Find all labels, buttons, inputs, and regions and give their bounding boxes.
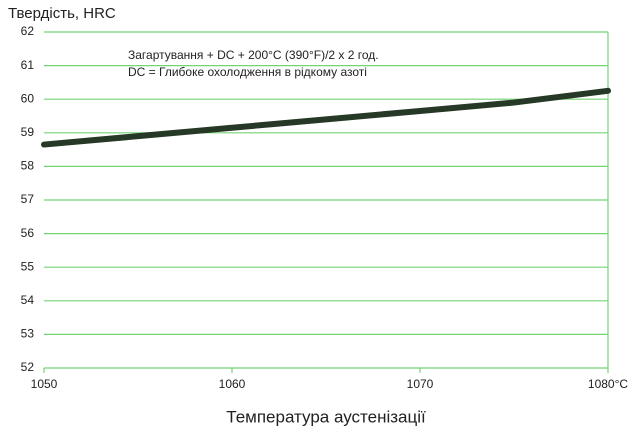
y-axis-title: Твердість, HRC xyxy=(8,5,116,22)
data-line xyxy=(41,87,611,148)
y-tick-label: 60 xyxy=(21,91,35,105)
annotation: Загартування + DC + 200°C (390°F)/2 x 2 … xyxy=(128,48,379,62)
y-tick-label: 58 xyxy=(21,159,35,173)
y-tick-label: 52 xyxy=(21,360,35,374)
x-axis-title: Температура аустенізації xyxy=(226,407,426,426)
x-tick-label: 1060 xyxy=(219,377,246,391)
x-tick-label: 1080°C xyxy=(588,377,628,391)
y-tick-label: 59 xyxy=(21,125,35,139)
y-tick-label: 61 xyxy=(21,58,35,72)
x-tick-label: 1070 xyxy=(407,377,434,391)
y-tick-label: 53 xyxy=(21,327,35,341)
y-tick-label: 57 xyxy=(21,192,35,206)
y-tick-label: 62 xyxy=(21,24,35,38)
y-tick-label: 55 xyxy=(21,259,35,273)
y-tick-label: 54 xyxy=(21,293,35,307)
y-tick-label: 56 xyxy=(21,226,35,240)
annotation: DC = Глибоке охолодження в рідкому азоті xyxy=(128,65,367,79)
x-tick-label: 1050 xyxy=(31,377,58,391)
